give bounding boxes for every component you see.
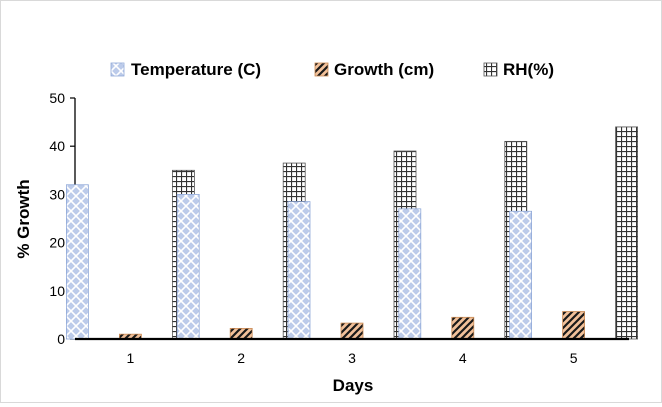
y-axis-label: % Growth [14, 179, 33, 258]
bar-growth-cm-day-2 [229, 327, 253, 340]
y-tick-label: 0 [57, 331, 65, 347]
y-tick-label: 30 [49, 186, 65, 202]
y-tick-label: 40 [49, 138, 65, 154]
x-tick-label: 4 [459, 350, 467, 366]
bar-rh-day-5 [615, 126, 638, 340]
bar-growth-cm-day-3 [340, 322, 364, 340]
bar-temperature-c-day-1 [66, 184, 89, 340]
y-tick-label: 10 [49, 283, 65, 299]
bar-temperature-c-day-4 [398, 208, 422, 340]
legend-label: Growth (cm) [334, 60, 434, 79]
x-tick-label: 5 [570, 350, 578, 366]
y-tick-label: 50 [49, 90, 65, 106]
x-tick-label: 2 [237, 350, 245, 366]
x-tick-label: 3 [348, 350, 356, 366]
legend-label: Temperature (C) [131, 60, 261, 79]
plot-area: 0 10 20 30 40 50 1 2 3 4 5 [49, 90, 638, 366]
legend-swatch-temperature-c [110, 62, 125, 77]
x-tick-label: 1 [127, 350, 135, 366]
y-tick-label: 20 [49, 235, 65, 251]
x-axis-label: Days [333, 376, 374, 395]
legend-swatch-growth-cm [314, 62, 329, 77]
bar-temperature-c-day-3 [287, 201, 311, 340]
bar-temperature-c-day-5 [509, 210, 533, 340]
bar-growth-cm-day-5 [562, 311, 585, 340]
legend-swatch-rh [483, 62, 498, 77]
legend: Temperature (C) Growth (cm) RH(%) [110, 60, 554, 79]
bar-temperature-c-day-2 [176, 193, 200, 340]
legend-label: RH(%) [503, 60, 554, 79]
bar-growth-cm-day-4 [451, 316, 475, 340]
